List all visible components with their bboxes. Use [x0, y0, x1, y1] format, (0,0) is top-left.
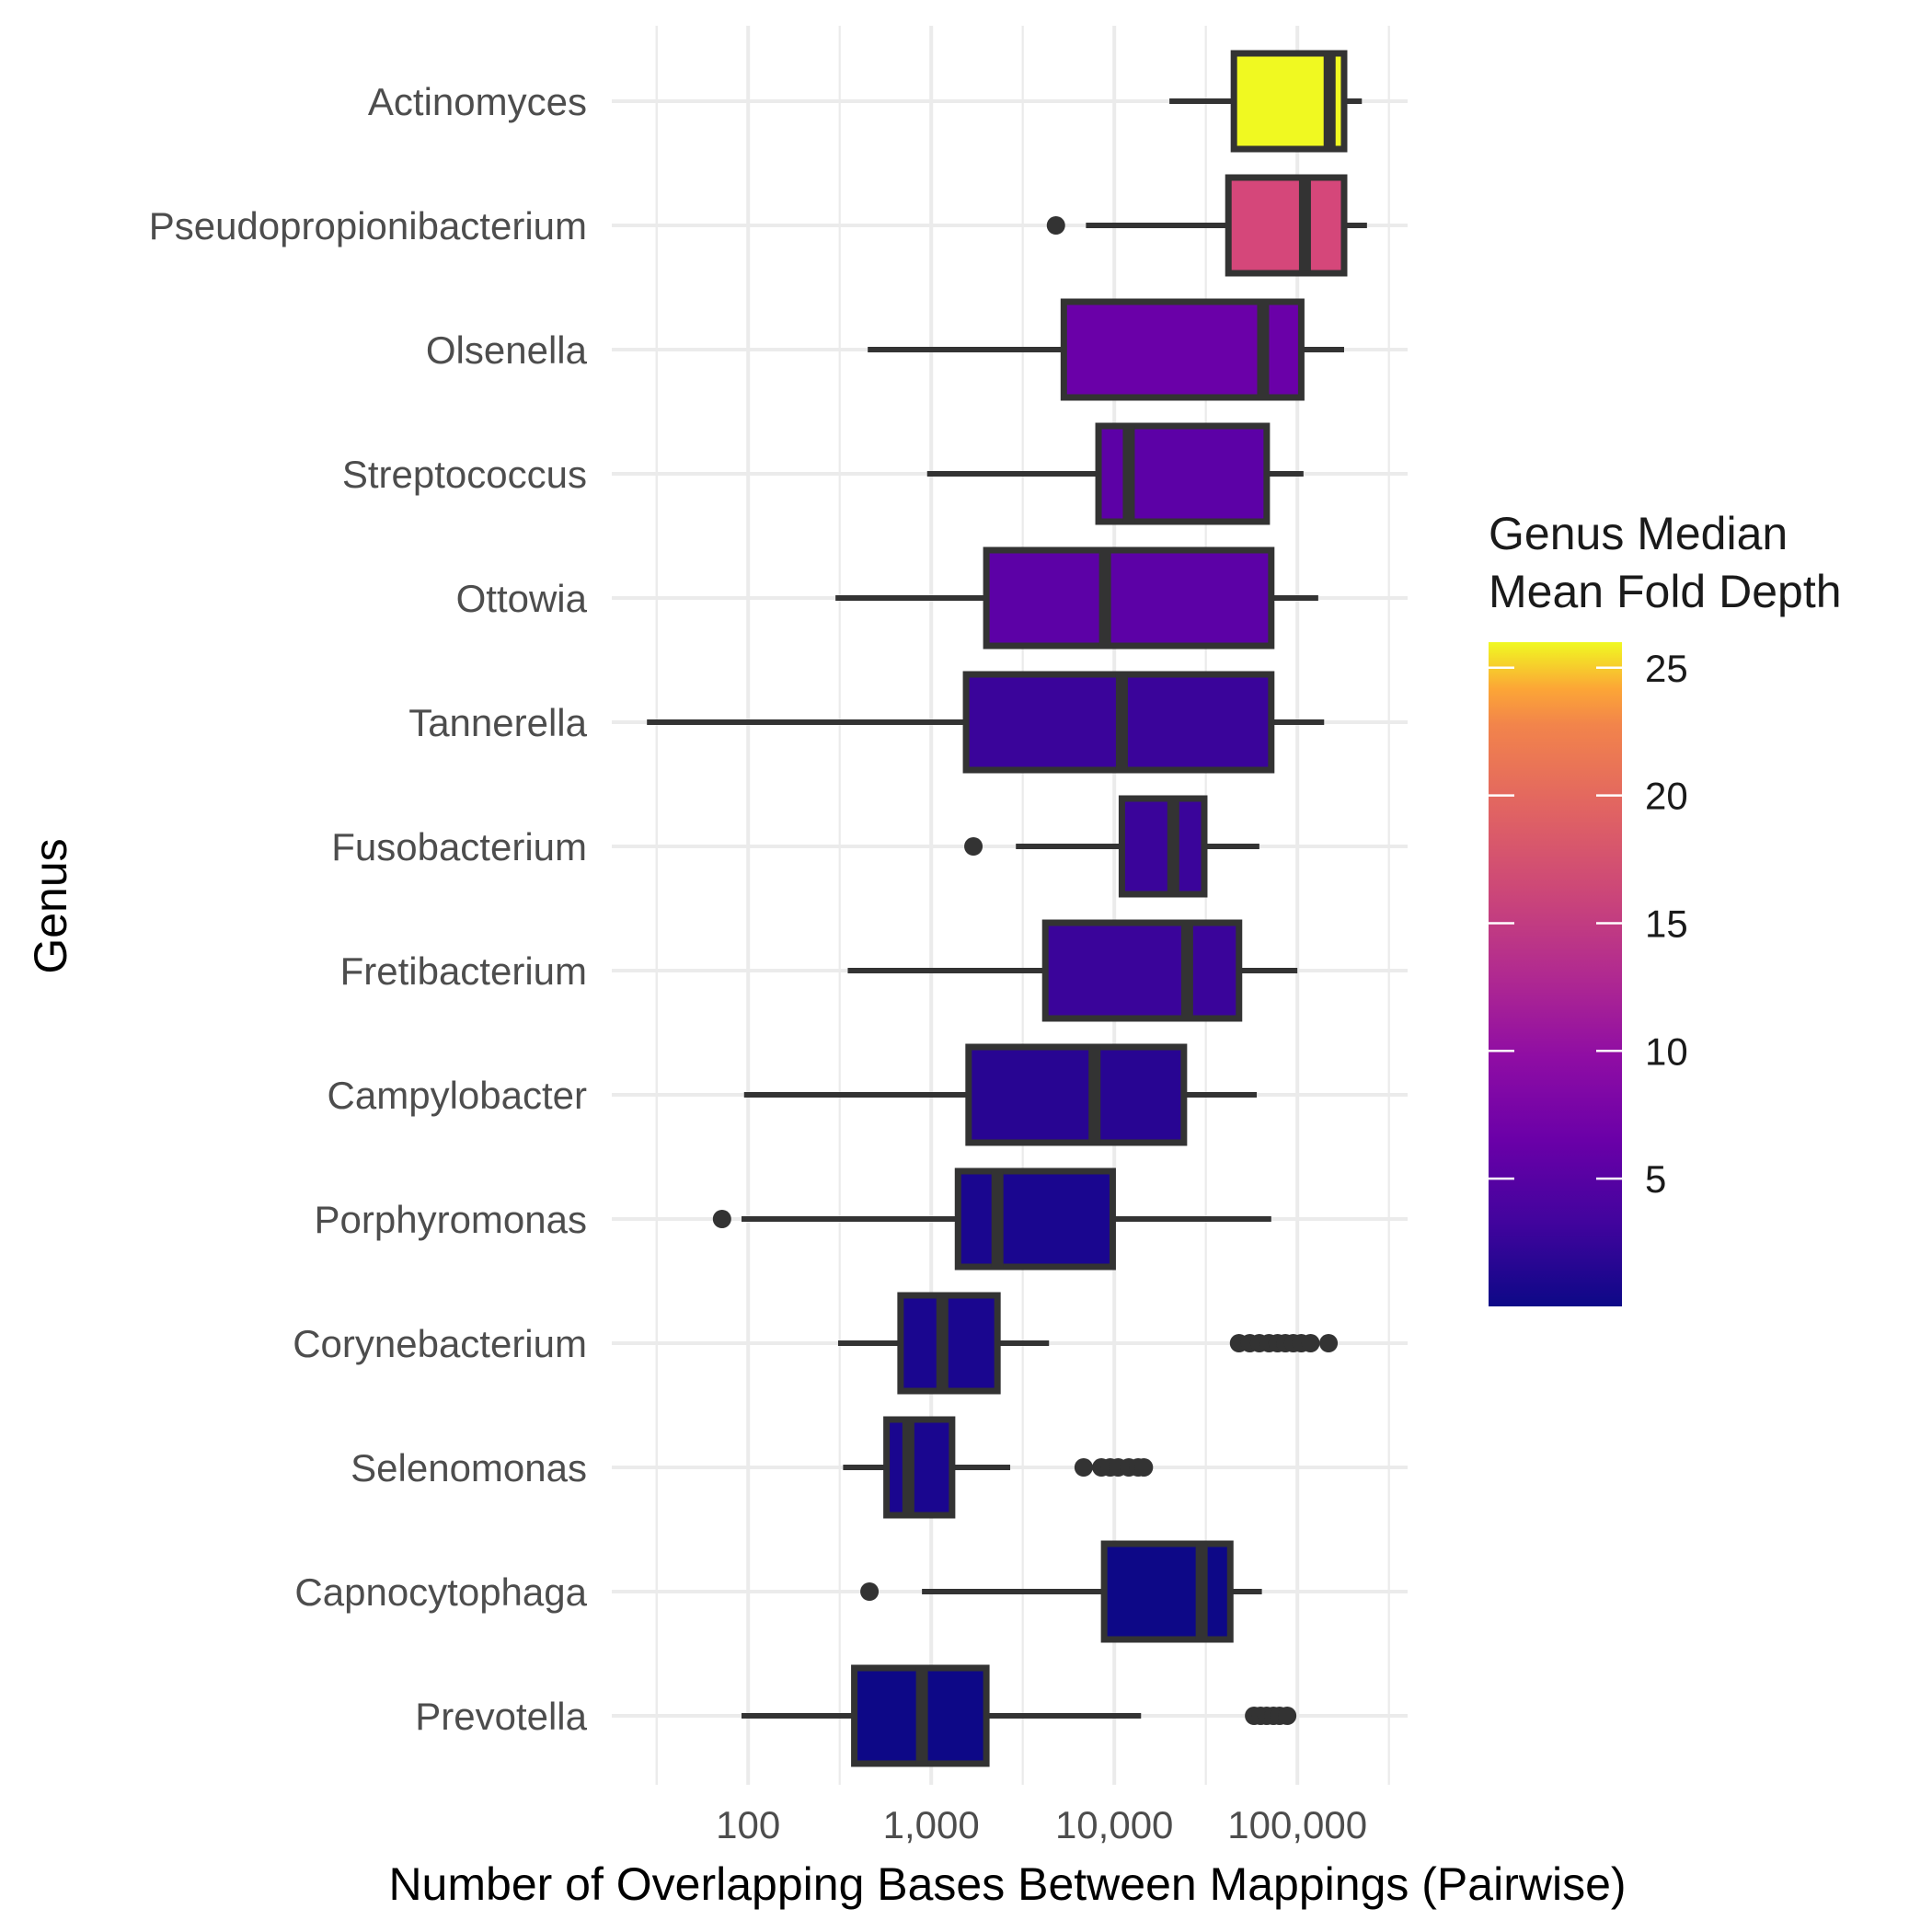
grid-layer — [612, 26, 1408, 1785]
y-axis-title: Genus — [25, 838, 76, 973]
outlier-point — [1278, 1707, 1297, 1725]
box-ottowia — [835, 546, 1318, 650]
iqr-box — [1041, 919, 1243, 1022]
box-actinomyces — [1169, 50, 1363, 153]
box-campylobacter — [743, 1043, 1258, 1146]
y-tick-label: Campylobacter — [328, 1074, 587, 1117]
outlier-point — [1046, 216, 1065, 235]
y-tick-label: Tannerella — [408, 701, 587, 744]
outlier-point — [712, 1210, 731, 1228]
legend-title-line-2: Mean Fold Depth — [1489, 566, 1842, 617]
x-axis-title: Number of Overlapping Bases Between Mapp… — [388, 1858, 1626, 1910]
legend-ticks: 5 10 15 20 25 — [1489, 647, 1688, 1201]
iqr-box — [1100, 1540, 1234, 1643]
iqr-box — [897, 1292, 1001, 1395]
y-tick-label: Ottowia — [456, 577, 588, 620]
legend-title-line-1: Genus Median — [1489, 508, 1788, 559]
y-tick-label: Corynebacterium — [293, 1322, 587, 1365]
y-tick-label: Fusobacterium — [331, 825, 587, 868]
legend-tick-label: 5 — [1645, 1157, 1666, 1201]
outlier-point — [964, 837, 983, 856]
box-pseudopropionibacterium — [1046, 174, 1367, 277]
legend-tick-label: 25 — [1645, 647, 1688, 690]
iqr-box — [1225, 174, 1348, 277]
y-tick-label: Prevotella — [415, 1695, 587, 1738]
y-tick-label: Selenomonas — [351, 1446, 587, 1489]
legend-tick-label: 10 — [1645, 1029, 1688, 1073]
box-fusobacterium — [964, 795, 1259, 898]
legend-tick-label: 15 — [1645, 902, 1688, 945]
outlier-point — [860, 1582, 880, 1601]
y-tick-label: Pseudopropionibacterium — [149, 204, 587, 247]
box-selenomonas — [843, 1416, 1154, 1519]
label-layer: 100 1,000 10,000 100,000 Actinomyces Pseudopr… — [149, 80, 1367, 1846]
iqr-box — [883, 1416, 956, 1519]
box-tannerella — [647, 671, 1325, 774]
iqr-box — [1118, 795, 1208, 898]
y-tick-label: Streptococcus — [342, 453, 587, 496]
legend-tick-label: 20 — [1645, 775, 1688, 818]
outlier-point — [1319, 1334, 1339, 1352]
iqr-box — [983, 546, 1275, 650]
y-tick-label: Olsenella — [426, 328, 588, 372]
x-tick-label: 10,000 — [1055, 1803, 1173, 1846]
box-layer — [647, 50, 1367, 1767]
box-capnocytophaga — [860, 1540, 1262, 1643]
iqr-box — [965, 1043, 1188, 1146]
outlier-point — [1301, 1334, 1320, 1352]
box-corynebacterium — [837, 1292, 1339, 1395]
outlier-point — [1074, 1458, 1093, 1477]
box-fretibacterium — [847, 919, 1298, 1022]
box-olsenella — [868, 298, 1344, 401]
y-tick-label: Fretibacterium — [340, 949, 587, 993]
outlier-point — [1134, 1458, 1154, 1477]
color-legend: Genus Median Mean Fold Depth 5 10 15 20 25 — [1489, 508, 1842, 1306]
box-prevotella — [741, 1664, 1297, 1767]
legend-colorbar — [1489, 642, 1622, 1306]
y-tick-label: Porphyromonas — [315, 1198, 587, 1241]
x-tick-label: 100 — [716, 1803, 780, 1846]
x-tick-label: 1,000 — [883, 1803, 980, 1846]
x-tick-label: 100,000 — [1227, 1803, 1367, 1846]
box-porphyromonas — [712, 1167, 1271, 1271]
y-tick-label: Actinomyces — [368, 80, 587, 123]
iqr-box — [954, 1167, 1116, 1271]
box-streptococcus — [926, 422, 1304, 525]
y-tick-label: Capnocytophaga — [294, 1570, 587, 1614]
